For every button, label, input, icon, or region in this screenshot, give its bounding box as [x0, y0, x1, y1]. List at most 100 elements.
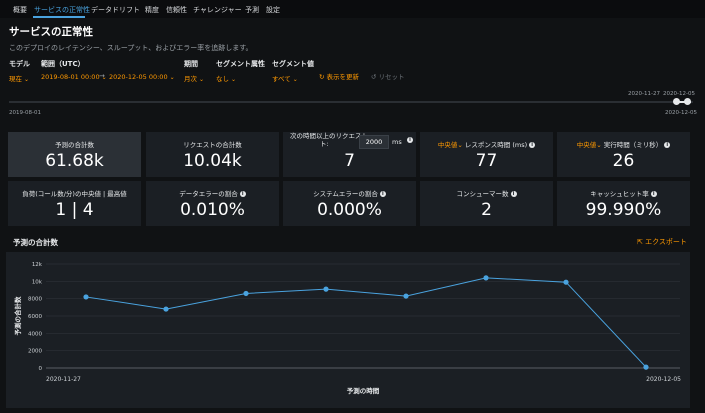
predictions-line-chart: 0 2000 4000 6000 8000 10k 12k 2020-11-27 2020-… [13, 262, 681, 395]
metric-label: 次の時間以上のリクエスト ト: [290, 132, 368, 148]
metric-label: データエラーの割合 i [146, 188, 279, 198]
threshold-unit: ms [392, 138, 402, 146]
data-point[interactable] [403, 293, 409, 299]
refresh-icon: ↻ [319, 73, 325, 81]
metric-label: 中央値⌄ 実行時間（ミリ秒） i [557, 139, 690, 149]
metric-value: 0.010% [180, 200, 245, 220]
data-point[interactable] [83, 294, 89, 300]
y-tick-label: 12k [32, 262, 43, 268]
data-point[interactable] [563, 279, 569, 285]
y-tick-label: 2000 [28, 349, 42, 355]
timeline-selection-start-date: 2020-11-27 [628, 91, 660, 97]
range-end-select[interactable]: 2020-12-05 00:00 ⌄ [109, 73, 175, 81]
metric-value: 10.04k [183, 151, 242, 171]
chevron-down-icon: ⌄ [101, 74, 107, 81]
y-tick-label: 10k [32, 279, 43, 285]
metric-label: 負荷(コール数/分)の中央値 | 最高値 [22, 190, 127, 198]
chevron-down-icon: ⌄ [169, 74, 175, 81]
y-tick-label: 4000 [28, 331, 42, 337]
metric-value: 0.000% [317, 200, 382, 220]
metric-card-cache-hit-rate[interactable]: キャッシュヒット率 i 99.990% [557, 181, 690, 226]
model-select[interactable]: 現在 ⌄ [9, 75, 30, 83]
tab-accuracy[interactable]: 精度 [145, 6, 159, 14]
threshold-input[interactable]: 2000 [359, 135, 389, 149]
y-tick-label: 0 [39, 366, 43, 372]
metric-label: 予測の合計数 [55, 141, 94, 149]
metric-card-execution-time[interactable]: 中央値⌄ 実行時間（ミリ秒） i 26 [557, 132, 690, 177]
segment-value-label: セグメント値 [272, 60, 314, 68]
metric-value: 1 | 4 [55, 200, 94, 220]
model-label: モデル [9, 60, 30, 68]
metric-card-response-time[interactable]: 中央値⌄ レスポンス時間 (ms) i 77 [420, 132, 553, 177]
chevron-down-icon: ⌄ [292, 76, 298, 83]
export-icon: ⇱ [637, 238, 643, 246]
data-point[interactable] [643, 364, 649, 370]
metric-label: 中央値⌄ レスポンス時間 (ms) i [420, 139, 553, 149]
data-point[interactable] [243, 290, 249, 297]
metric-card-consumers[interactable]: コンシューマー数 i 2 [420, 181, 553, 226]
period-select[interactable]: 月次 ⌄ [184, 75, 205, 83]
y-tick-label: 8000 [28, 297, 42, 303]
metric-label: キャッシュヒット率 i [557, 188, 690, 198]
median-select[interactable]: 中央値⌄ [576, 141, 602, 149]
segment-attribute-select[interactable]: なし ⌄ [216, 75, 237, 83]
metric-value: 99.990% [585, 200, 662, 220]
export-button[interactable]: ⇱ エクスポート [637, 238, 687, 246]
metric-value: 2 [481, 200, 492, 220]
median-select[interactable]: 中央値⌄ [437, 141, 463, 149]
timeline-end-handle[interactable] [684, 98, 691, 105]
tab-data-drift[interactable]: データドリフト [91, 6, 140, 14]
tab-predictions[interactable]: 予測 [245, 6, 259, 14]
range-arrow-icon: → [99, 72, 105, 80]
info-icon[interactable]: i [664, 142, 671, 148]
metric-label: システムエラーの割合 i [283, 188, 416, 198]
metric-card-load[interactable]: 負荷(コール数/分)の中央値 | 最高値 1 | 4 [8, 181, 141, 226]
reset-icon: ↺ [371, 73, 377, 81]
reset-button[interactable]: ↺ リセット [371, 73, 405, 81]
info-icon[interactable]: i [529, 142, 536, 148]
tab-bar: 概要 サービスの正常性 データドリフト 精度 信頼性 チャレンジャー 予測 設定 [0, 0, 705, 18]
timeline-selection-end-date: 2020-12-05 [663, 91, 695, 97]
range-start-select[interactable]: 2019-08-01 00:00 ⌄ [41, 73, 107, 81]
chevron-down-icon: ⌄ [231, 76, 237, 83]
tab-service-health[interactable]: サービスの正常性 [34, 6, 90, 14]
series-line [85, 277, 647, 368]
timeline-track[interactable] [9, 101, 693, 103]
info-icon[interactable]: i [239, 191, 246, 197]
info-icon[interactable]: i [650, 191, 657, 197]
refresh-button[interactable]: ↻ 表示を更新 [319, 73, 360, 81]
x-end-label: 2020-12-05 [646, 376, 681, 383]
metric-value: 77 [475, 151, 498, 171]
metric-card-total-predictions[interactable]: 予測の合計数 61.68k [8, 132, 141, 177]
timeline-selection[interactable] [675, 101, 691, 103]
x-start-label: 2020-11-27 [46, 376, 81, 383]
data-point[interactable] [483, 275, 489, 281]
info-icon[interactable]: i [379, 191, 386, 197]
metric-card-system-error-rate[interactable]: システムエラーの割合 i 0.000% [283, 181, 416, 226]
metric-card-data-error-rate[interactable]: データエラーの割合 i 0.010% [146, 181, 279, 226]
timeline-start-handle[interactable] [673, 98, 680, 105]
segment-value-select[interactable]: すべて ⌄ [272, 75, 298, 83]
tab-challenger[interactable]: チャレンジャー [193, 6, 242, 14]
metric-label: コンシューマー数 i [420, 188, 553, 198]
y-tick-label: 6000 [28, 314, 42, 320]
chart-panel: 0 2000 4000 6000 8000 10k 12k 2020-11-27 2020-… [6, 252, 690, 408]
metric-value: 7 [344, 151, 355, 171]
segment-attribute-label: セグメント属性 [216, 60, 265, 68]
metric-card-total-requests[interactable]: リクエストの合計数 10.04k [146, 132, 279, 177]
period-label: 期間 [184, 60, 198, 68]
tab-overview[interactable]: 概要 [13, 6, 27, 14]
page-title: サービスの正常性 [9, 26, 93, 38]
chevron-down-icon: ⌄ [596, 141, 602, 149]
data-point[interactable] [163, 306, 169, 312]
data-point[interactable] [323, 286, 329, 292]
range-label: 範囲（UTC） [41, 60, 85, 68]
chevron-down-icon: ⌄ [24, 76, 30, 83]
tab-settings[interactable]: 設定 [266, 6, 280, 14]
info-icon[interactable]: i [510, 191, 517, 197]
tab-reliability[interactable]: 信頼性 [166, 6, 187, 14]
metric-value: 61.68k [45, 151, 104, 171]
active-tab-indicator [33, 16, 85, 18]
metric-card-slow-requests[interactable]: 次の時間以上のリクエスト ト: 2000 ms i 7 [283, 132, 416, 177]
info-icon[interactable]: i [407, 137, 413, 143]
